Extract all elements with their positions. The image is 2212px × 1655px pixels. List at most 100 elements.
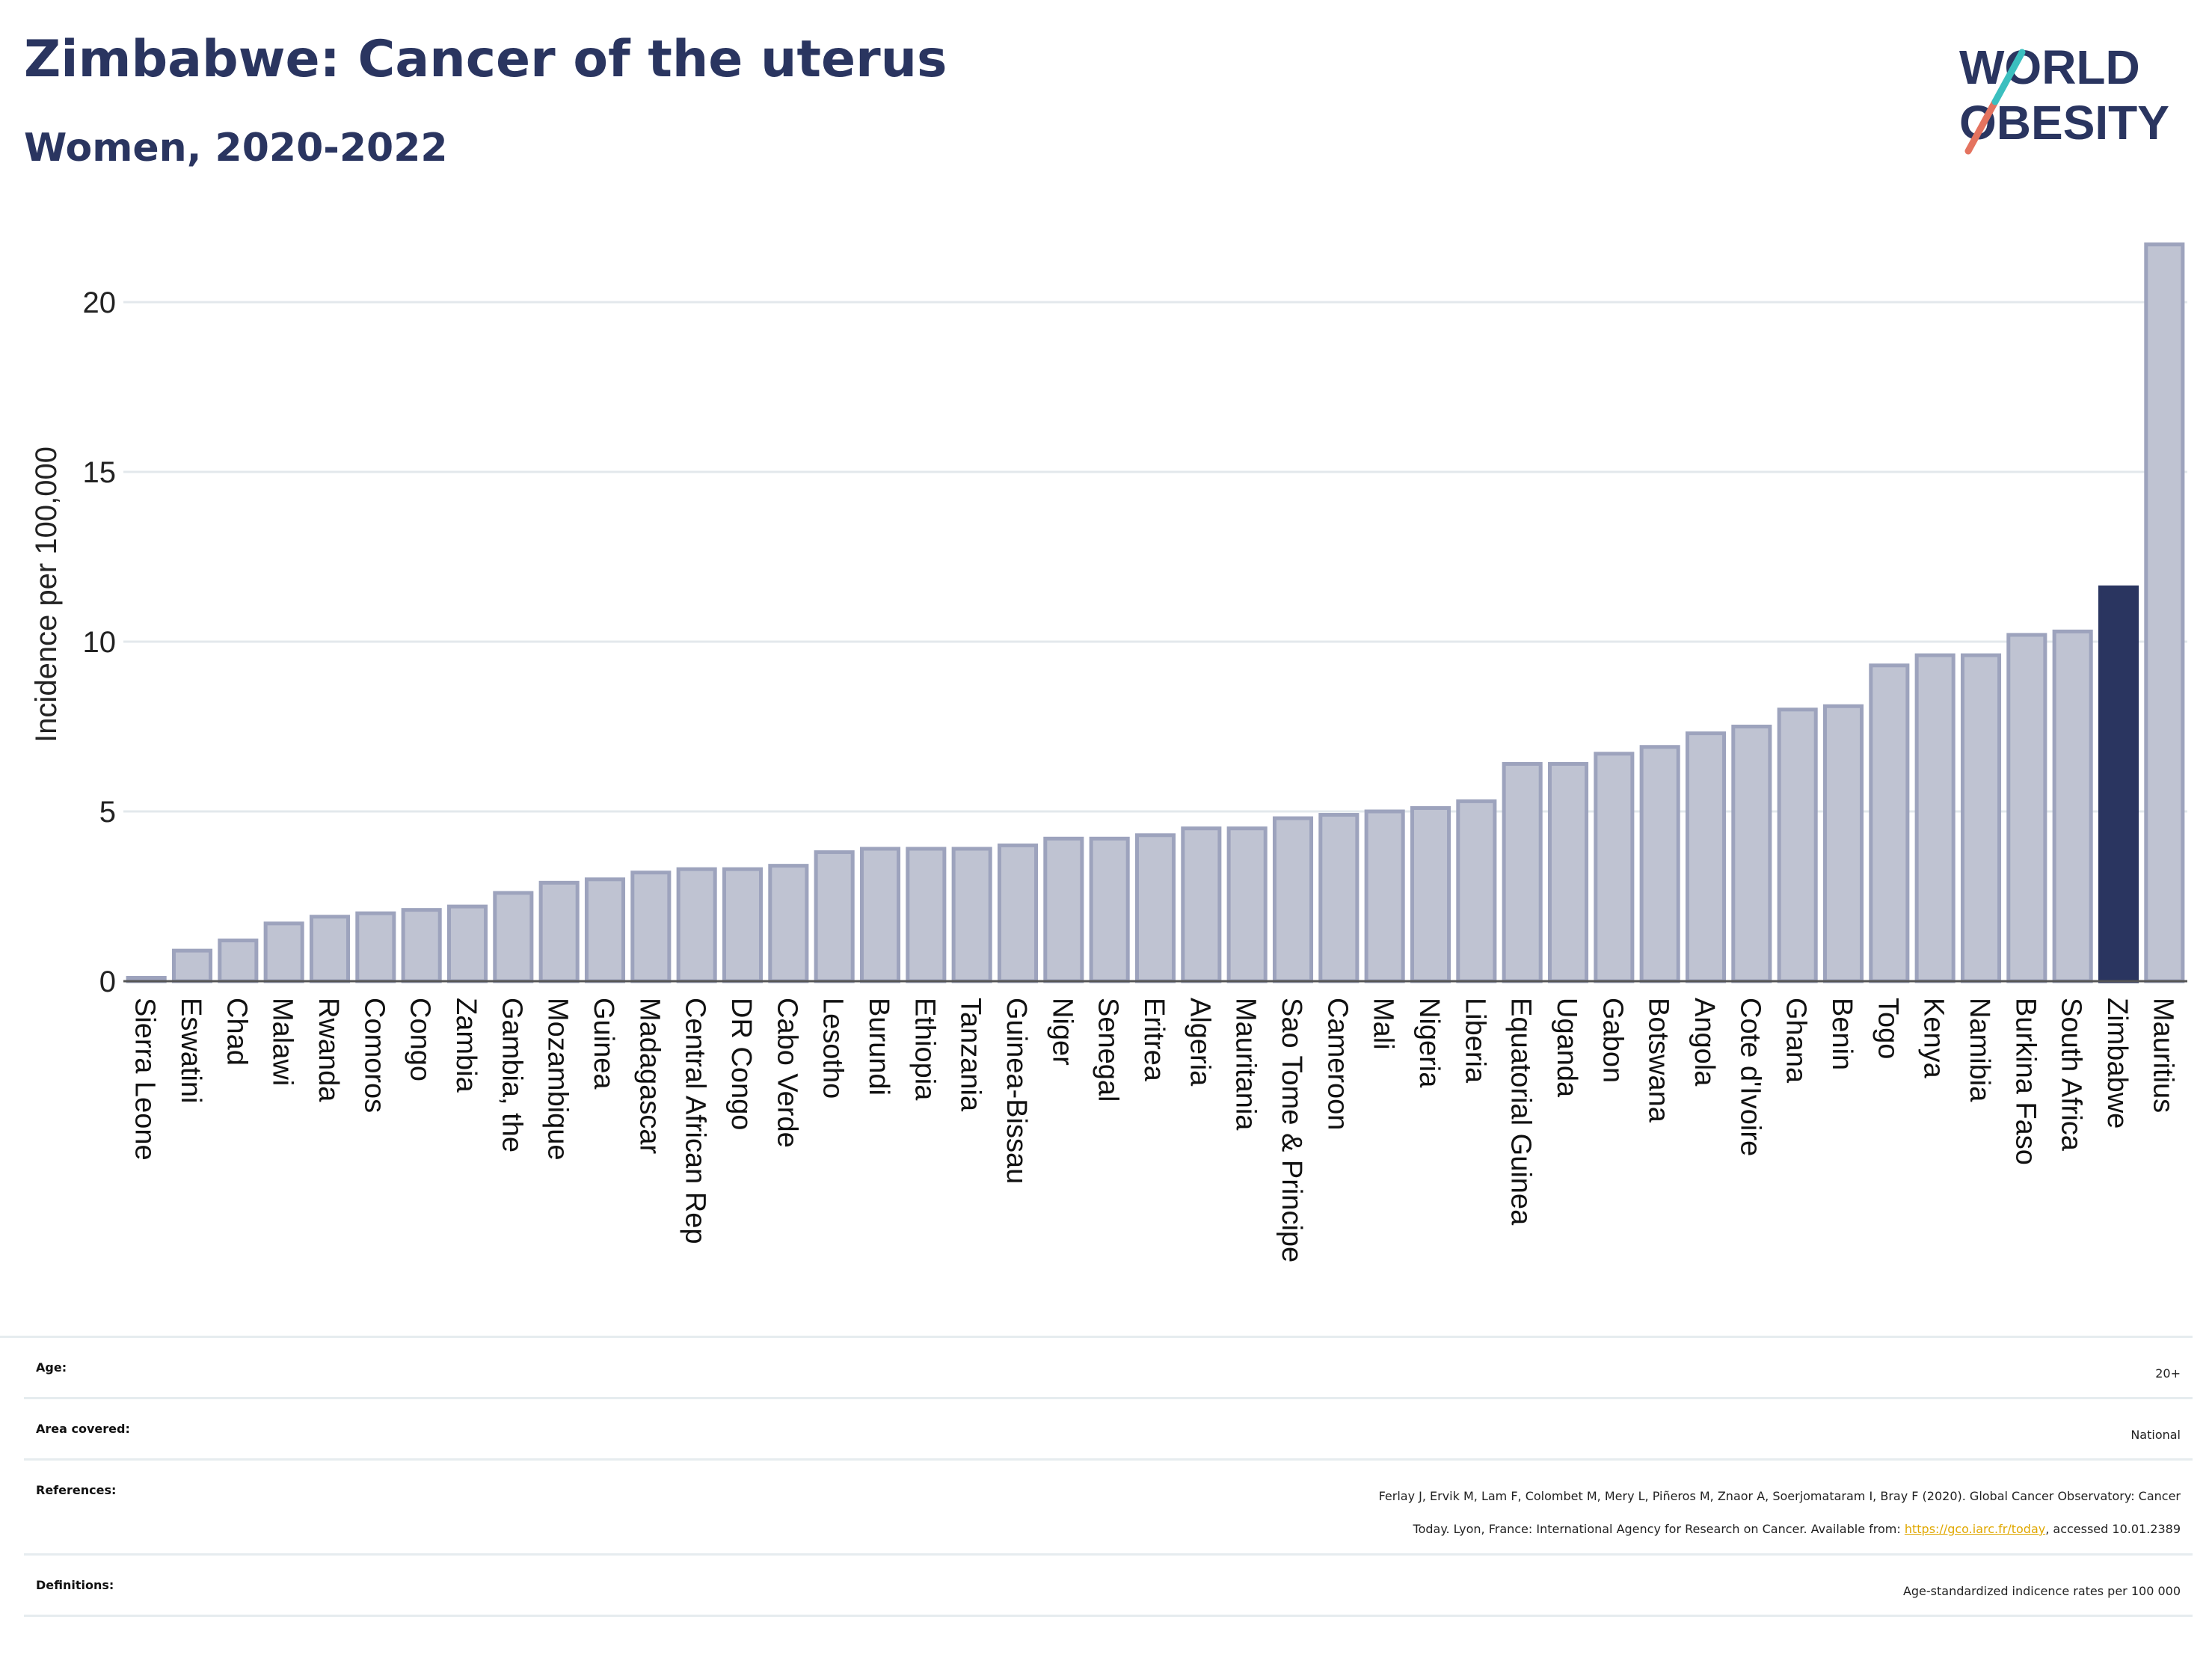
bar-botswana [1639,745,1680,983]
bar-angola [1685,731,1727,983]
x-tick-label: Chad [221,998,252,1066]
bar-south-africa [2052,629,2093,983]
bar-zambia [446,904,488,983]
x-tick-label: Lesotho [817,998,849,1099]
bar-ghana [1777,707,1818,983]
bar-chart: 0 5 10 15 20 Sierra Leone Eswatini Chad Malawi R… [30,242,2187,1262]
bar-sao-tome-principe [1272,816,1314,983]
logo-slash-coral [1964,98,1999,155]
bar-zimbabwe [2098,585,2139,983]
x-tick-label: Equatorial Guinea [1505,998,1537,1226]
world-obesity-logo: WORLD OBESITY [1959,40,2169,155]
references-line2-a: Today. Lyon, France: International Agenc… [1413,1522,1905,1536]
x-tick-label: Congo [405,998,436,1081]
logo-line1: WORLD [1959,40,2140,94]
bar-cameroon [1318,813,1360,983]
y-axis-ticks: 0 5 10 15 20 [83,286,117,998]
x-tick-label: Sierra Leone [129,998,161,1161]
bar-guinea [584,877,626,983]
y-tick-label: 20 [83,286,117,319]
bar-niger [1043,836,1084,983]
bar-central-african-rep [676,867,717,983]
info-row-definitions: Definitions: Age-standardized indicence … [24,1553,2193,1615]
bar-rwanda [309,915,351,983]
definitions-value: Age-standardized indicence rates per 100… [1902,1584,2181,1598]
references-link[interactable]: https://gco.iarc.fr/today [1904,1522,2046,1536]
bar-mauritius [2144,242,2185,983]
bar-benin [1822,704,1864,983]
age-label: Age: [36,1360,67,1375]
bar-kenya [1914,653,1956,983]
info-row-area: Area covered: National [24,1397,2193,1459]
bar-ethiopia [906,847,947,983]
x-tick-label: Gabon [1597,998,1628,1083]
x-tick-label: Mozambique [542,998,574,1161]
x-tick-label: Nigeria [1413,998,1445,1088]
bar-guinea-bissau [997,843,1039,983]
bar-senegal [1089,836,1130,983]
references-text: Ferlay J, Ervik M, Lam F, Colombet M, Me… [1379,1480,2181,1546]
area-value: National [2130,1428,2181,1442]
bar-algeria [1181,826,1222,983]
x-tick-label: Rwanda [313,998,344,1102]
references-line1: Ferlay J, Ervik M, Lam F, Colombet M, Me… [1378,1489,2181,1503]
bar-nigeria [1410,805,1451,983]
x-tick-label: Mauritius [2147,998,2178,1113]
x-tick-label: Comoros [358,998,390,1113]
bar-mali [1364,809,1405,983]
x-tick-label: Eswatini [175,998,206,1104]
x-tick-label: Angola [1689,998,1720,1087]
page-title: Zimbabwe: Cancer of the uterus [24,30,947,89]
x-tick-label: Guinea-Bissau [1001,998,1032,1184]
x-tick-label: Zimbabwe [2101,998,2133,1129]
x-tick-label: Burundi [863,998,894,1096]
age-value: 20+ [2155,1366,2181,1381]
definitions-label: Definitions: [36,1578,114,1592]
x-tick-label: Malawi [267,998,298,1086]
y-tick-label: 5 [99,796,116,829]
y-tick-label: 10 [83,626,117,659]
x-tick-label: Madagascar [633,998,665,1154]
x-tick-label: Namibia [1964,998,1995,1102]
bar-madagascar [630,871,672,983]
bar-gambia-the [493,891,534,983]
bar-uganda [1547,761,1589,983]
logo-slash-teal [1991,49,2026,105]
x-tick-label: Mali [1368,998,1399,1050]
x-tick-label: Tanzania [955,998,986,1112]
references-label: References: [36,1483,117,1497]
references-line2: Today. Lyon, France: International Agenc… [1379,1513,2181,1546]
bar-burkina-faso [2006,633,2047,983]
y-tick-label: 15 [83,456,117,489]
x-tick-label: Cote d'Ivoire [1734,998,1766,1156]
x-tick-label: Ethiopia [909,998,940,1101]
info-divider-bottom [24,1615,2193,1618]
x-tick-label: Niger [1046,998,1078,1066]
bar-cabo-verde [768,864,809,983]
x-tick-label: Cabo Verde [771,998,802,1148]
x-tick-label: Senegal [1093,998,1124,1102]
bar-lesotho [814,850,855,983]
y-axis-label: Incidence per 100,000 [30,446,63,743]
bar-mauritania [1226,826,1268,983]
x-tick-label: Liberia [1459,998,1490,1084]
bar-dr-congo [722,867,764,983]
x-tick-label: South Africa [2056,998,2087,1152]
bar-togo [1869,663,1910,983]
x-tick-label: Uganda [1551,998,1582,1098]
bar-namibia [1960,653,2002,983]
x-tick-label: Eritrea [1138,998,1170,1082]
page-subtitle: Women, 2020-2022 [24,126,448,171]
bar-liberia [1456,799,1497,983]
x-tick-label: Guinea [588,998,619,1090]
x-tick-label: Central African Rep [680,998,711,1244]
x-tick-label: Botswana [1643,998,1674,1123]
chart-bars [126,242,2185,983]
bar-eswatini [171,948,213,983]
bar-tanzania [951,847,992,983]
x-axis-labels: Sierra Leone Eswatini Chad Malawi Rwanda Como… [129,998,2179,1262]
x-tick-label: Algeria [1184,998,1215,1087]
x-tick-label: DR Congo [725,998,757,1130]
x-tick-label: Gambia, the [496,998,527,1152]
bar-equatorial-guinea [1502,761,1543,983]
